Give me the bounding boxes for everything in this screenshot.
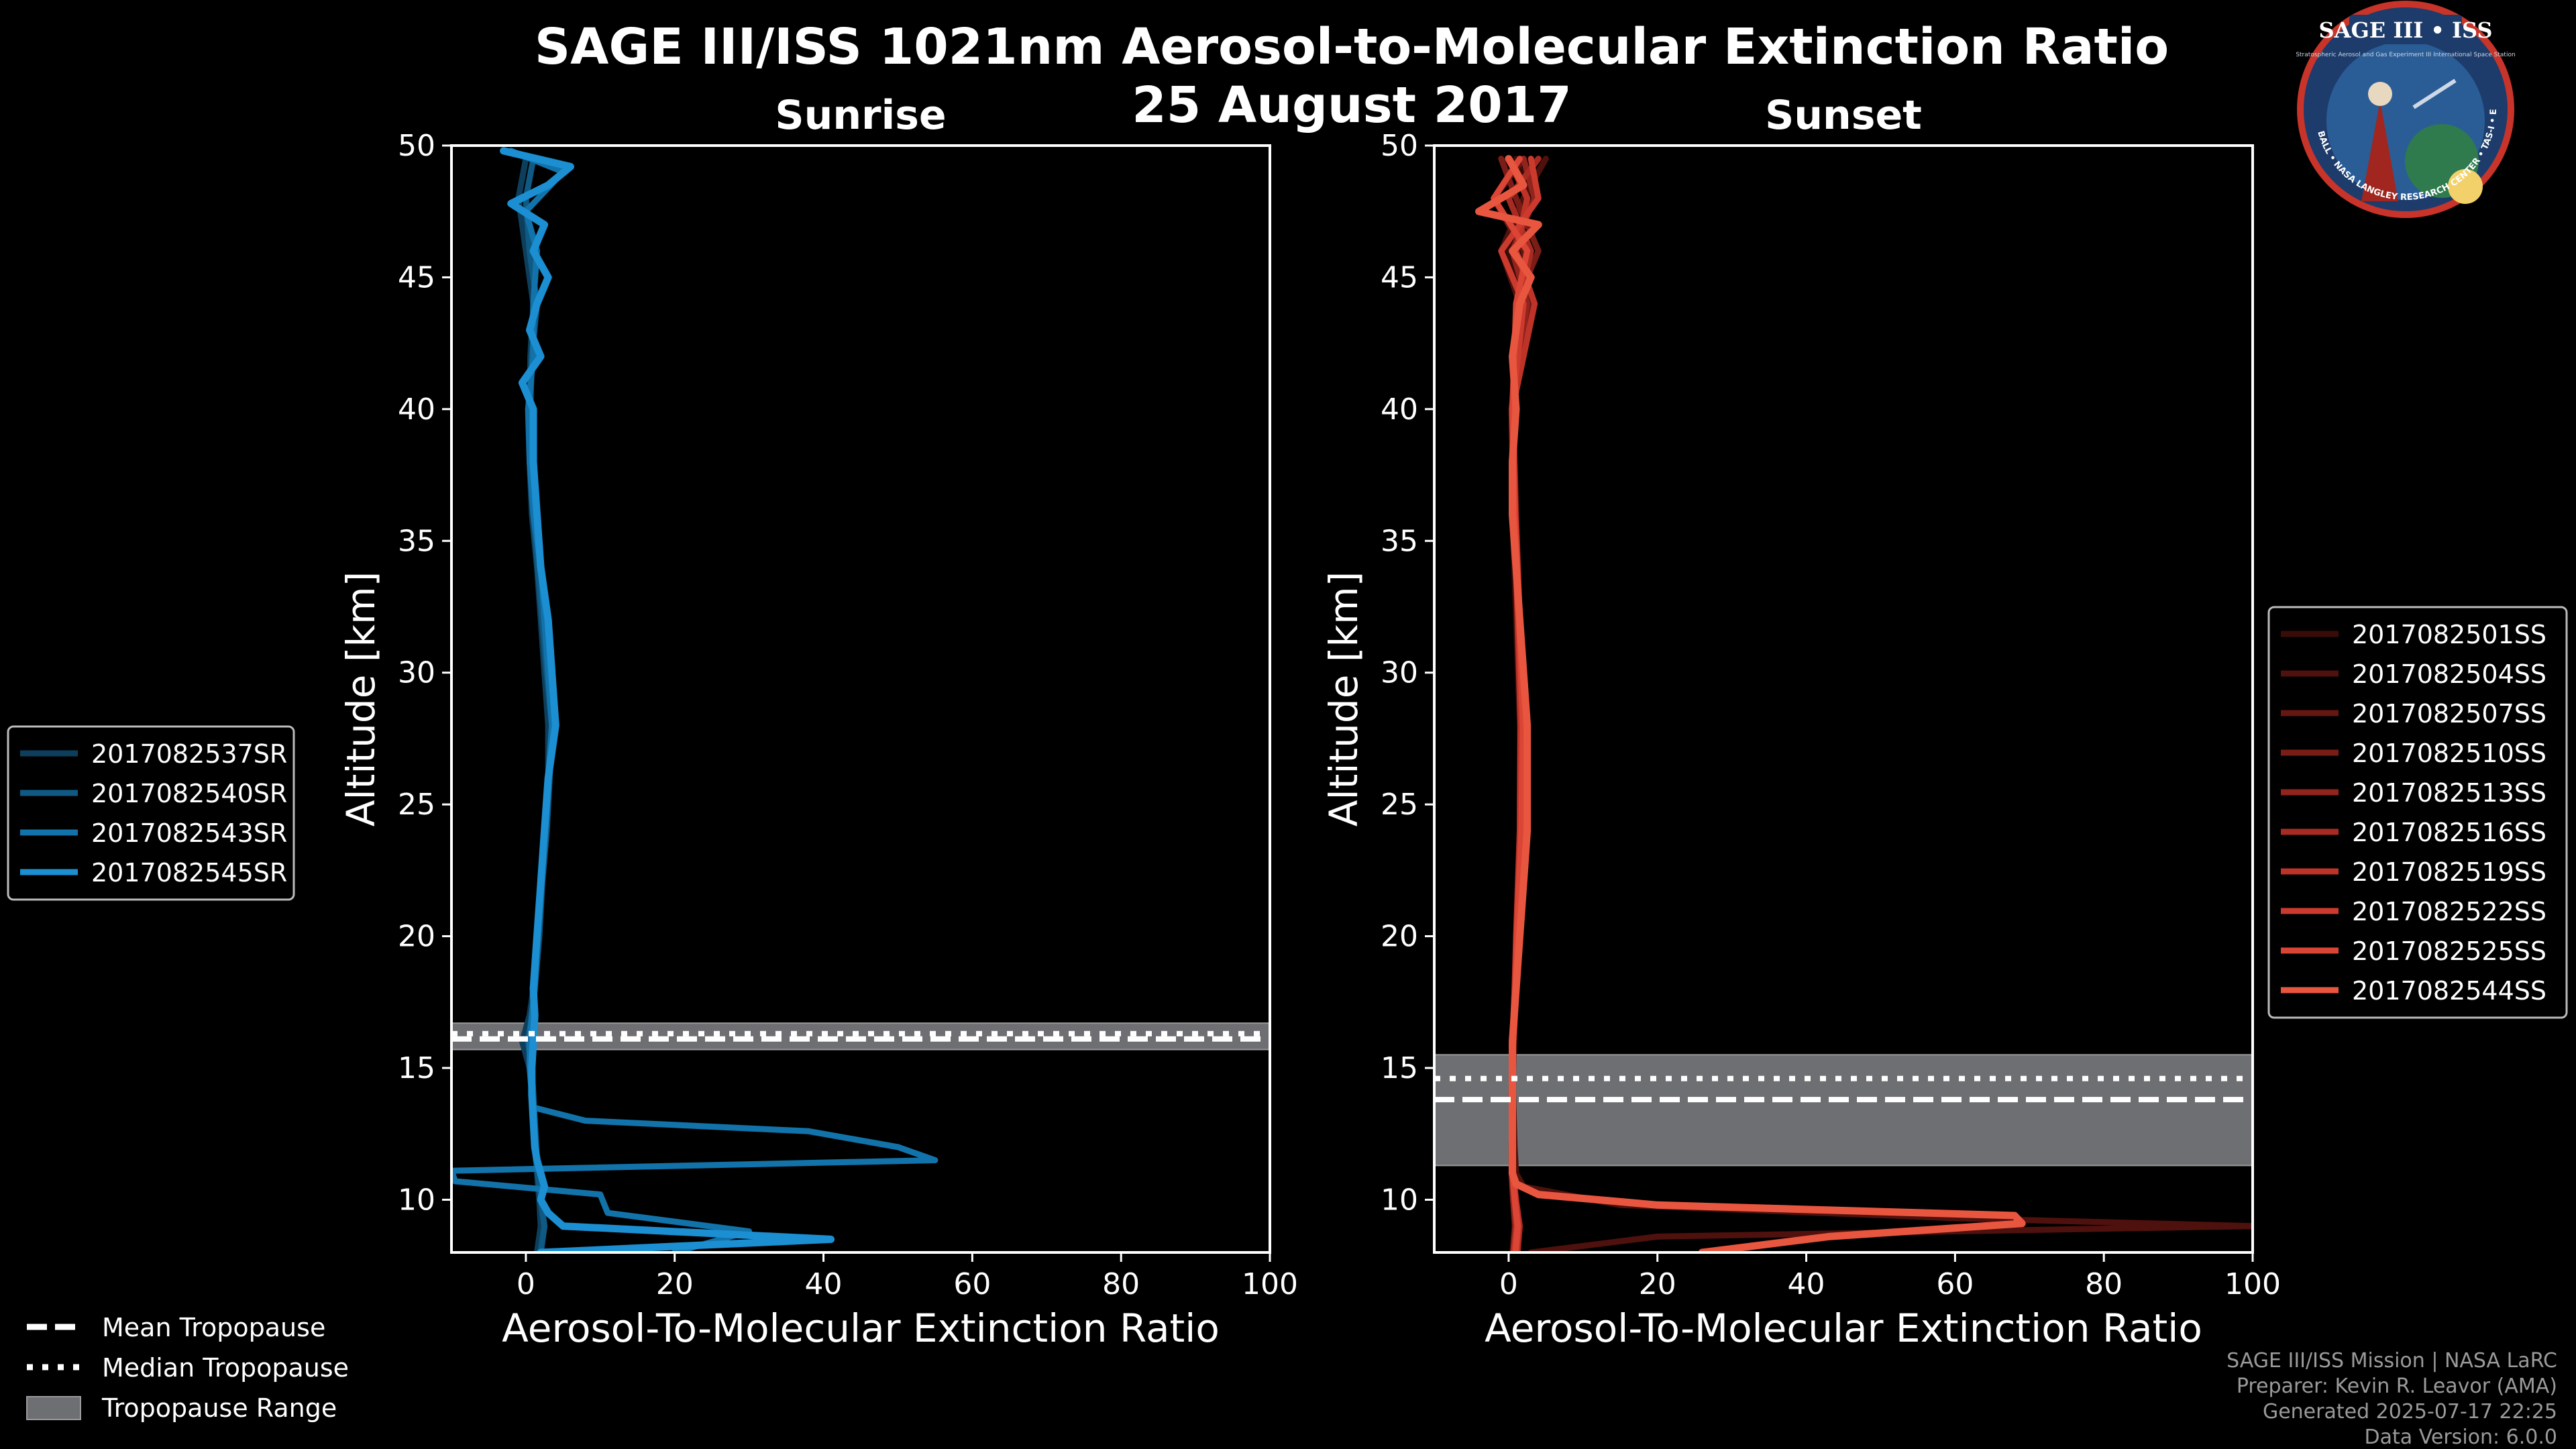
logo-banner — [2349, 15, 2462, 44]
legend-label: 2017082513SS — [2352, 778, 2546, 808]
legend-label: 2017082522SS — [2352, 897, 2546, 926]
figure-title: SAGE III/ISS 1021nm Aerosol-to-Molecular… — [535, 18, 2169, 76]
mean-tropopause-label: Mean Tropopause — [102, 1313, 325, 1342]
y-tick-label: 20 — [1381, 920, 1418, 954]
y-tick-label: 20 — [398, 920, 435, 954]
legend-label: 2017082540SR — [91, 779, 287, 808]
x-tick-label: 80 — [1102, 1267, 1140, 1301]
y-tick-label: 10 — [1381, 1183, 1418, 1217]
series-group — [451, 147, 938, 1252]
sunrise-legend: 2017082537SR 2017082540SR 2017082543SR 2017… — [7, 725, 295, 901]
y-tick-label: 40 — [398, 392, 435, 427]
y-tick-label: 40 — [1381, 392, 1418, 427]
y-tick-label: 50 — [1381, 129, 1418, 163]
x-tick-label: 100 — [2224, 1267, 2281, 1301]
plot-frame — [1433, 144, 2254, 1254]
legend-label: 2017082519SS — [2352, 857, 2546, 887]
tropopause-legend: Mean Tropopause Median Tropopause Tropop… — [26, 1313, 349, 1423]
y-tick-label: 30 — [1381, 656, 1418, 690]
legend-label: 2017082543SR — [91, 818, 287, 848]
panel-title: Sunrise — [775, 92, 946, 139]
x-tick-label: 0 — [517, 1267, 535, 1301]
x-axis-label: Aerosol-To-Molecular Extinction Ratio — [1485, 1305, 2202, 1351]
y-tick-label: 50 — [398, 129, 435, 163]
legend-label: 2017082507SS — [2352, 699, 2546, 729]
x-tick-label: 80 — [2085, 1267, 2123, 1301]
x-axis-label: Aerosol-To-Molecular Extinction Ratio — [502, 1305, 1220, 1351]
x-tick-label: 20 — [1639, 1267, 1676, 1301]
series-line-2017082543SR — [451, 148, 938, 1252]
y-tick-label: 25 — [398, 788, 435, 822]
logo-figure-icon — [2361, 101, 2398, 201]
legend-frame — [7, 725, 295, 901]
logo-top-text: SAGE III • ISS — [2319, 17, 2493, 43]
footer-preparer: Preparer: Kevin R. Leavor (AMA) — [2237, 1375, 2557, 1398]
sunrise-panel: Sunrise 0 20 40 60 80 100 10 15 20 25 30 35 40 45 50 Aer… — [338, 92, 1298, 1351]
legend-label: 2017082504SS — [2352, 659, 2546, 689]
logo-station-icon — [2412, 78, 2457, 109]
figure-date: 25 August 2017 — [1132, 76, 1572, 134]
legend-label: 2017082525SS — [2352, 936, 2546, 966]
x-tick-label: 40 — [1788, 1267, 1825, 1301]
y-tick-label: 30 — [398, 656, 435, 690]
legend-label: 2017082501SS — [2352, 620, 2546, 649]
legend-label: 2017082537SR — [91, 739, 287, 769]
series-line-2017082545SR — [500, 147, 835, 1252]
x-tick-label: 20 — [656, 1267, 694, 1301]
legend-label: 2017082545SR — [91, 858, 287, 888]
y-tick-label: 15 — [1381, 1051, 1418, 1085]
legend-label: 2017082544SS — [2352, 976, 2546, 1006]
y-tick-label: 35 — [1381, 524, 1418, 558]
sunset-panel: Sunset 0 20 40 60 80 100 10 15 20 25 30 35 40 45 50 Aero… — [1321, 92, 2281, 1351]
y-tick-label: 15 — [398, 1051, 435, 1085]
y-tick-label: 25 — [1381, 788, 1418, 822]
legend-label: 2017082516SS — [2352, 818, 2546, 847]
footer-generated: Generated 2025-07-17 22:25 — [2263, 1400, 2557, 1424]
footer: SAGE III/ISS Mission | NASA LaRC Prepare… — [2226, 1349, 2557, 1449]
legend-label: 2017082510SS — [2352, 739, 2546, 768]
y-axis-label: Altitude [km] — [1321, 572, 1366, 826]
logo-sun-icon — [2448, 169, 2483, 204]
x-tick-label: 40 — [805, 1267, 843, 1301]
footer-data-version: Data Version: 6.0.0 — [2365, 1426, 2557, 1449]
x-tick-label: 60 — [953, 1267, 991, 1301]
sunset-legend: 2017082501SS 2017082504SS 2017082507SS 2017… — [2267, 606, 2568, 1019]
series-line-2017082544SS — [1475, 155, 2026, 1252]
logo-sub-text: Stratospheric Aerosol and Gas Experiment… — [2296, 52, 2515, 58]
legend-frame — [2267, 606, 2568, 1019]
tropopause-range-swatch — [26, 1396, 81, 1420]
y-tick-label: 10 — [398, 1183, 435, 1217]
series-group — [1475, 155, 2253, 1252]
tropopause-range-label: Tropopause Range — [101, 1393, 337, 1423]
median-tropopause-label: Median Tropopause — [102, 1353, 349, 1383]
y-axis-label: Altitude [km] — [338, 572, 384, 826]
y-tick-label: 45 — [398, 260, 435, 294]
footer-mission: SAGE III/ISS Mission | NASA LaRC — [2226, 1349, 2557, 1373]
y-tick-label: 35 — [398, 524, 435, 558]
tropopause-range-band — [1434, 1054, 2253, 1167]
y-tick-label: 45 — [1381, 260, 1418, 294]
x-tick-label: 100 — [1242, 1267, 1298, 1301]
x-tick-label: 0 — [1499, 1267, 1518, 1301]
logo-head-icon — [2368, 82, 2392, 106]
panel-title: Sunset — [1765, 92, 1922, 139]
x-tick-label: 60 — [1936, 1267, 1974, 1301]
plot-frame — [450, 144, 1271, 1254]
